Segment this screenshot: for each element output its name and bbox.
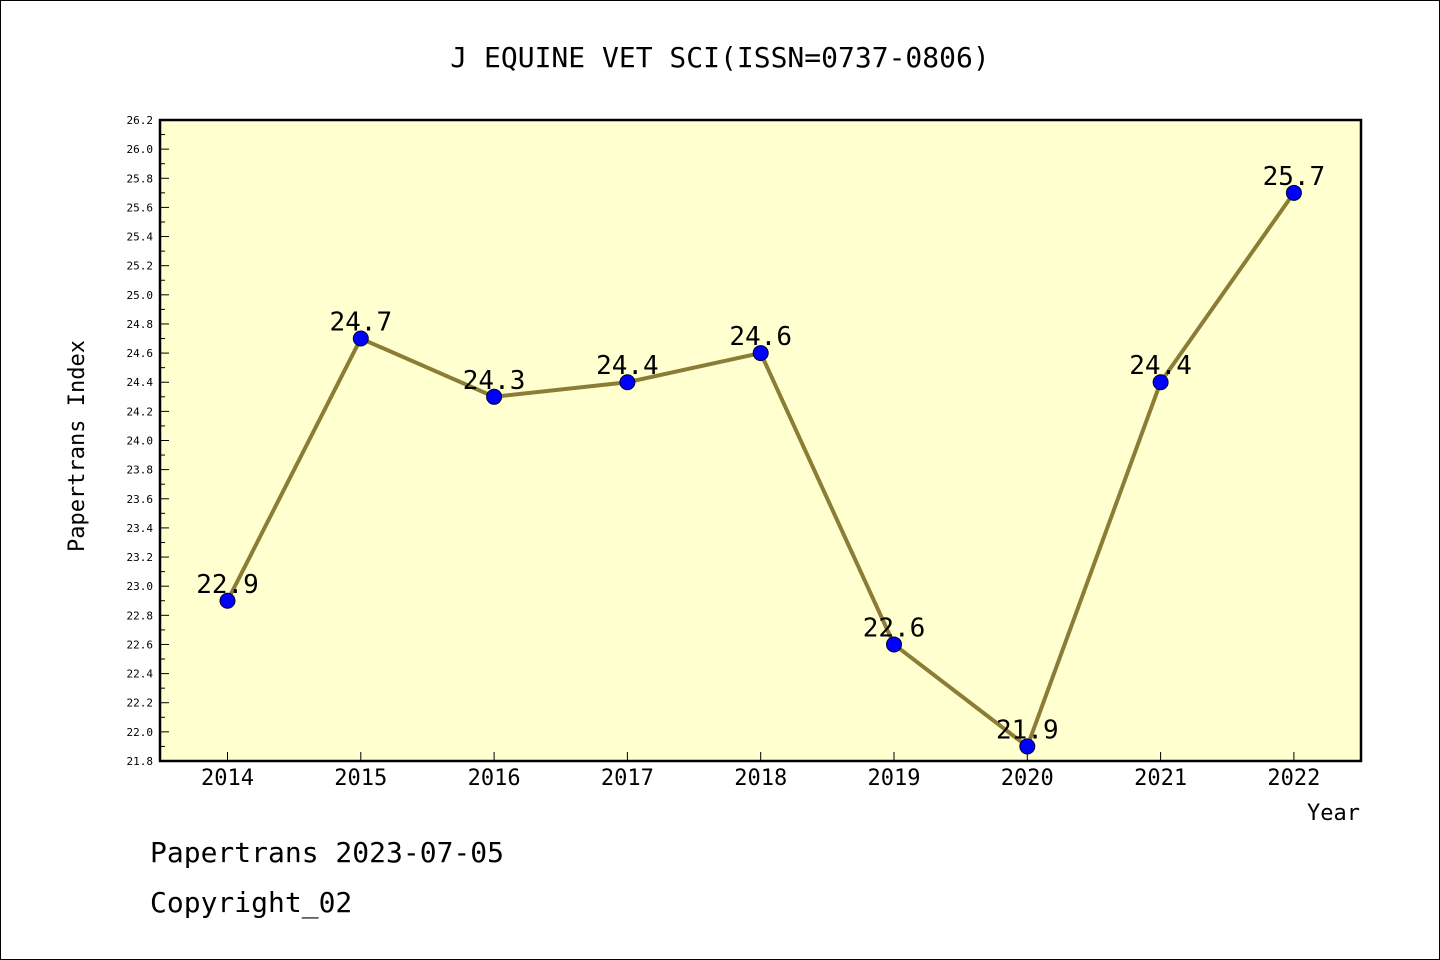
y-axis: 21.8 22.0 22.2 22.4 22.6 22.8 23.0 23.2 23.4 23.6… xyxy=(127,114,169,768)
data-label: 25.7 xyxy=(1263,162,1326,192)
data-point xyxy=(486,388,503,405)
data-point xyxy=(1152,374,1169,391)
data-label: 24.4 xyxy=(1129,351,1192,381)
y-tick-label: 24.4 xyxy=(127,376,154,389)
x-tick-label: 2015 xyxy=(334,766,387,791)
y-tick-label: 23.2 xyxy=(127,551,154,564)
data-label: 22.9 xyxy=(196,570,259,600)
data-point xyxy=(886,636,902,653)
y-tick-label: 22.4 xyxy=(127,668,154,681)
data-label: 24.3 xyxy=(463,366,526,396)
y-axis-label: Papertrans Index xyxy=(65,340,90,552)
data-point xyxy=(219,592,236,609)
y-tick-label: 24.0 xyxy=(127,435,154,448)
y-tick-label: 22.8 xyxy=(127,609,154,622)
data-point xyxy=(352,330,369,347)
y-tick-label: 24.2 xyxy=(127,405,154,418)
y-tick-label: 23.8 xyxy=(127,464,154,477)
data-label: 24.6 xyxy=(729,322,792,352)
y-tick-label: 24.8 xyxy=(127,318,154,331)
y-tick-label: 25.4 xyxy=(127,231,154,244)
y-tick-label: 24.6 xyxy=(127,347,154,360)
y-tick-label: 25.2 xyxy=(127,260,154,273)
y-tick-label: 25.0 xyxy=(127,289,154,302)
y-tick-label: 23.0 xyxy=(127,580,154,593)
y-tick-label: 26.2 xyxy=(127,114,154,127)
x-axis: 2014 2015 2016 2017 2018 2019 2020 2021 2022 xyxy=(201,752,1320,791)
x-tick-label: 2018 xyxy=(734,766,787,791)
chart-title: J EQUINE VET SCI(ISSN=0737-0806) xyxy=(450,41,989,74)
y-tick-label: 23.4 xyxy=(127,522,154,535)
y-tick-label: 25.6 xyxy=(127,201,154,214)
x-tick-label: 2020 xyxy=(1001,766,1054,791)
y-tick-label: 22.6 xyxy=(127,638,154,651)
data-label: 24.7 xyxy=(329,308,392,338)
x-axis-label: Year xyxy=(1307,801,1360,826)
x-tick-label: 2016 xyxy=(468,766,521,791)
data-label: 24.4 xyxy=(596,351,659,381)
data-point xyxy=(1019,738,1036,755)
x-tick-label: 2022 xyxy=(1267,766,1320,791)
data-label: 22.6 xyxy=(863,613,926,643)
data-point xyxy=(752,345,769,362)
data-labels: 22.9 24.7 24.3 24.4 24.6 22.6 21.9 24.4 25.7 xyxy=(196,162,1325,746)
x-tick-label: 2017 xyxy=(601,766,654,791)
y-tick-label: 23.6 xyxy=(127,493,154,506)
data-markers xyxy=(219,184,1302,755)
footer-date: Papertrans 2023-07-05 xyxy=(150,836,505,869)
x-tick-label: 2019 xyxy=(868,766,921,791)
y-tick-label: 22.0 xyxy=(127,726,154,739)
y-tick-label: 25.8 xyxy=(127,172,154,185)
x-tick-label: 2021 xyxy=(1134,766,1187,791)
plot-border xyxy=(158,118,1363,763)
data-point xyxy=(1285,184,1302,201)
y-tick-label: 26.0 xyxy=(127,143,154,156)
y-tick-label: 21.8 xyxy=(127,755,154,768)
footer-copyright: Copyright_02 xyxy=(150,886,353,919)
data-point xyxy=(619,374,636,391)
data-label: 21.9 xyxy=(996,715,1059,745)
x-tick-label: 2014 xyxy=(201,766,254,791)
plot-area xyxy=(160,120,1361,761)
y-tick-label: 22.2 xyxy=(127,697,154,710)
